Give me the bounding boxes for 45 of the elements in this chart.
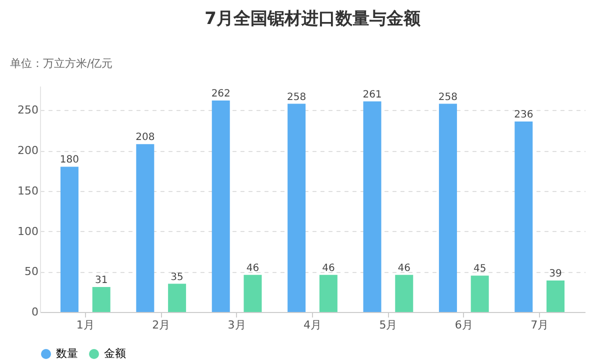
x-tick-label: 3月 (228, 318, 246, 332)
data-label: 258 (287, 92, 306, 103)
x-tick-label: 1月 (76, 318, 94, 332)
bar (212, 100, 230, 312)
y-tick-label: 150 (18, 184, 38, 198)
x-tick-label: 6月 (454, 318, 473, 332)
bar (288, 104, 306, 312)
bar (92, 286, 110, 312)
bar (168, 284, 186, 312)
chart-title: 7月全国锯材进口数量与金额 (204, 9, 422, 29)
legend-label: 金额 (104, 347, 126, 360)
data-label: 35 (170, 272, 184, 283)
bar (470, 276, 489, 312)
x-tick-label: 5月 (379, 318, 398, 332)
data-label: 46 (398, 262, 410, 274)
bar (60, 166, 78, 312)
y-tick-label: 50 (24, 265, 38, 278)
data-label: 45 (473, 264, 486, 275)
x-tick-label: 7月 (530, 318, 549, 332)
bar (363, 101, 382, 312)
data-label: 208 (136, 132, 155, 144)
legend-label: 数量 (56, 347, 78, 360)
x-tick-label: 4月 (304, 318, 322, 332)
data-label: 180 (60, 154, 80, 166)
y-tick-label: 200 (18, 144, 38, 158)
x-tick-label: 2月 (152, 318, 170, 332)
bar (514, 122, 533, 312)
data-label: 31 (94, 274, 108, 286)
y-tick-label: 0 (32, 306, 38, 318)
bar (438, 104, 457, 312)
data-label: 261 (362, 89, 382, 100)
bar (546, 280, 565, 312)
data-label: 39 (549, 268, 562, 280)
chart-subtitle: 单位：万立方米/亿元 (10, 57, 113, 70)
data-label: 46 (322, 262, 335, 274)
bar (395, 274, 414, 312)
data-label: 258 (438, 92, 458, 103)
data-label: 262 (211, 88, 230, 100)
bar (319, 274, 338, 312)
bar (244, 274, 262, 312)
y-tick-label: 250 (18, 104, 38, 117)
bar (136, 144, 154, 312)
y-tick-label: 100 (18, 224, 38, 238)
data-label: 46 (246, 262, 260, 274)
data-label: 236 (514, 110, 534, 121)
